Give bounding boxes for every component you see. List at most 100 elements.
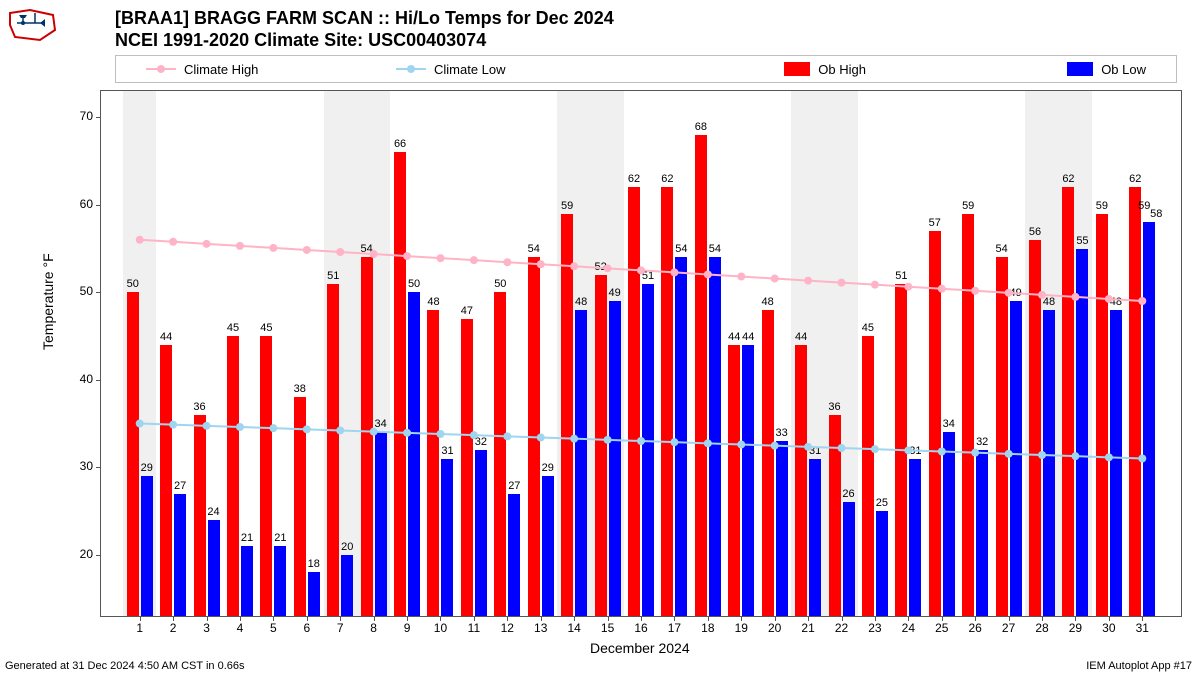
ob-high-bar: [227, 336, 239, 616]
ob-high-bar: [528, 257, 540, 616]
ob-low-bar-label: 31: [438, 445, 456, 457]
iem-logo: [5, 5, 60, 50]
ob-low-bar-label: 49: [606, 287, 624, 299]
ob-high-bar-label: 54: [993, 243, 1011, 255]
ob-high-bar-label: 54: [358, 243, 376, 255]
x-tick-label: 30: [1099, 621, 1119, 635]
ob-high-bar-label: 68: [692, 121, 710, 133]
x-tick-label: 29: [1065, 621, 1085, 635]
x-tick-label: 10: [430, 621, 450, 635]
x-tick-label: 16: [631, 621, 651, 635]
legend-climate-high: Climate High: [116, 62, 366, 77]
ob-high-bar-label: 66: [391, 138, 409, 150]
ob-low-bar-label: 32: [973, 436, 991, 448]
footer-generated: Generated at 31 Dec 2024 4:50 AM CST in …: [5, 660, 245, 672]
ob-high-bar: [728, 345, 740, 616]
x-tick-label: 26: [965, 621, 985, 635]
ob-low-bar: [976, 450, 988, 616]
ob-low-bar: [675, 257, 687, 616]
x-tick-label: 15: [598, 621, 618, 635]
ob-low-bar-label: 54: [672, 243, 690, 255]
ob-high-bar-label: 50: [124, 278, 142, 290]
ob-low-bar-label: 33: [773, 427, 791, 439]
ob-high-bar-label: 62: [1059, 173, 1077, 185]
ob-high-bar-label: 50: [491, 278, 509, 290]
ob-low-bar-secondary-label: 58: [1145, 208, 1167, 220]
ob-high-bar-label: 51: [892, 270, 910, 282]
ob-high-bar: [996, 257, 1008, 616]
ob-high-bar: [394, 152, 406, 616]
ob-low-bar-label: 54: [706, 243, 724, 255]
ob-high-bar-label: 48: [424, 296, 442, 308]
ob-high-bar: [829, 415, 841, 616]
x-tick-label: 3: [197, 621, 217, 635]
ob-high-bar: [595, 275, 607, 616]
ob-high-bar: [561, 214, 573, 617]
ob-high-bar-label: 59: [558, 200, 576, 212]
ob-high-bar: [762, 310, 774, 616]
x-tick-label: 28: [1032, 621, 1052, 635]
x-tick-label: 14: [564, 621, 584, 635]
ob-low-bar: [241, 546, 253, 616]
ob-high-bar: [427, 310, 439, 616]
x-tick-label: 31: [1132, 621, 1152, 635]
ob-low-bar: [575, 310, 587, 616]
ob-low-bar-label: 18: [305, 558, 323, 570]
x-tick-label: 17: [664, 621, 684, 635]
ob-low-bar: [943, 432, 955, 616]
x-tick-label: 27: [999, 621, 1019, 635]
ob-low-bar: [1076, 249, 1088, 617]
ob-low-bar: [742, 345, 754, 616]
ob-high-bar-label: 44: [792, 331, 810, 343]
x-tick-label: 13: [531, 621, 551, 635]
x-tick-label: 22: [832, 621, 852, 635]
ob-high-bar-label: 51: [324, 270, 342, 282]
ob-high-bar-label: 47: [458, 305, 476, 317]
ob-low-bar: [274, 546, 286, 616]
y-axis-label: Temperature °F: [40, 253, 56, 350]
ob-low-bar: [809, 459, 821, 617]
ob-low-bar-label: 27: [505, 480, 523, 492]
x-tick-label: 4: [230, 621, 250, 635]
ob-low-bar: [542, 476, 554, 616]
ob-high-bar: [795, 345, 807, 616]
y-tick-label: 40: [63, 372, 93, 386]
x-tick-label: 11: [464, 621, 484, 635]
ob-low-bar: [441, 459, 453, 617]
ob-high-bar: [862, 336, 874, 616]
ob-high-bar-label: 54: [525, 243, 543, 255]
ob-high-bar: [127, 292, 139, 616]
ob-low-bar: [1110, 310, 1122, 616]
ob-low-bar-label: 24: [205, 506, 223, 518]
ob-high-bar-label: 36: [191, 401, 209, 413]
ob-low-bar-label: 48: [1107, 296, 1125, 308]
ob-high-bar-label: 52: [592, 261, 610, 273]
ob-low-bar-label: 34: [940, 418, 958, 430]
ob-high-bar-label: 62: [1126, 173, 1144, 185]
ob-low-bar: [609, 301, 621, 616]
ob-low-bar-label: 50: [405, 278, 423, 290]
ob-high-bar: [1096, 214, 1108, 617]
ob-low-bar: [375, 432, 387, 616]
ob-high-bar: [1062, 187, 1074, 616]
ob-low-bar-label: 26: [840, 488, 858, 500]
legend-ob-high: Ob High: [616, 62, 896, 77]
ob-low-bar: [642, 284, 654, 617]
ob-high-bar: [494, 292, 506, 616]
ob-low-bar: [308, 572, 320, 616]
ob-high-bar-label: 59: [959, 200, 977, 212]
x-tick-label: 23: [865, 621, 885, 635]
ob-high-bar-label: 57: [926, 217, 944, 229]
ob-low-bar: [174, 494, 186, 617]
ob-high-bar: [361, 257, 373, 616]
y-tick-label: 70: [63, 109, 93, 123]
x-tick-label: 21: [798, 621, 818, 635]
x-tick-label: 6: [297, 621, 317, 635]
legend-climate-low: Climate Low: [366, 62, 616, 77]
ob-low-bar-label: 48: [1040, 296, 1058, 308]
ob-high-bar-label: 36: [826, 401, 844, 413]
footer-app: IEM Autoplot App #17: [1086, 660, 1192, 672]
ob-high-bar-label: 45: [257, 322, 275, 334]
ob-high-bar: [695, 135, 707, 616]
ob-low-bar-label: 51: [639, 270, 657, 282]
